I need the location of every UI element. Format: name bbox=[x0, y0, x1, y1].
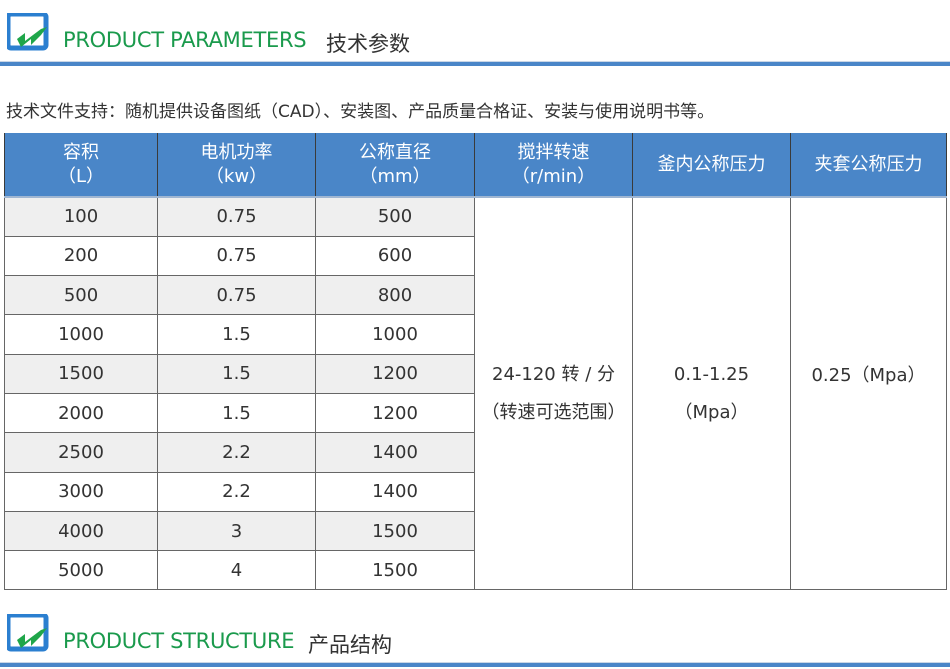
section-title-en: PRODUCT STRUCTURE bbox=[63, 629, 295, 653]
table-cell: 0.75 bbox=[157, 196, 316, 237]
section-header-structure: PRODUCT STRUCTURE 产品结构 bbox=[0, 601, 950, 667]
table-cell: 4000 bbox=[4, 510, 158, 552]
table-row: 200 0.75 600 bbox=[4, 235, 947, 277]
speed-cell: 24-120 转 / 分 （转速可选范围） bbox=[474, 196, 633, 591]
inner-pressure-value: 0.1-1.25 bbox=[673, 363, 750, 385]
section-header-parameters: PRODUCT PARAMETERS 技术参数 bbox=[0, 0, 950, 66]
table-cell: 1.5 bbox=[157, 314, 316, 355]
table-cell: 800 bbox=[315, 275, 475, 316]
table-row: 4000 3 1500 bbox=[4, 510, 947, 552]
table-cell: 2.2 bbox=[157, 432, 316, 473]
header-unit: （kw） bbox=[205, 165, 268, 187]
header-label: 夹套公称压力 bbox=[814, 153, 923, 175]
column-header: 容积 （L） bbox=[4, 133, 158, 198]
divider bbox=[0, 61, 950, 66]
table-cell: 1400 bbox=[315, 471, 475, 512]
table-row: 500 0.75 800 bbox=[4, 275, 947, 316]
table-cell: 3000 bbox=[4, 471, 158, 512]
column-header: 釜内公称压力 bbox=[632, 133, 791, 198]
table-cell: 3 bbox=[157, 510, 316, 552]
column-header: 搅拌转速 （r/min） bbox=[474, 133, 633, 198]
table-cell: 1500 bbox=[4, 353, 158, 394]
table-cell: 2000 bbox=[4, 392, 158, 434]
table-cell: 5000 bbox=[4, 550, 158, 591]
table-cell: 500 bbox=[315, 196, 475, 237]
table-cell: 2.2 bbox=[157, 471, 316, 512]
table-cell: 200 bbox=[4, 235, 158, 277]
header-label: 公称直径 bbox=[359, 141, 431, 163]
table-cell: 1000 bbox=[315, 314, 475, 355]
table-cell: 1500 bbox=[315, 510, 475, 552]
table-row: 1000 1.5 1000 bbox=[4, 314, 947, 355]
table-row: 1500 1.5 1200 bbox=[4, 353, 947, 394]
inner-pressure-cell: 0.1-1.25 （Mpa） bbox=[632, 196, 791, 591]
table-cell: 1000 bbox=[4, 314, 158, 355]
jacket-pressure-cell: 0.25（Mpa） bbox=[790, 196, 947, 591]
table-row: 2000 1.5 1200 bbox=[4, 392, 947, 434]
table-cell: 500 bbox=[4, 275, 158, 316]
section-title-cn: 技术参数 bbox=[326, 32, 410, 56]
table-cell: 2500 bbox=[4, 432, 158, 473]
column-header: 电机功率 （kw） bbox=[157, 133, 316, 198]
speed-value: 24-120 转 / 分 bbox=[492, 363, 615, 385]
section-title-en: PRODUCT PARAMETERS bbox=[63, 28, 307, 52]
logo-icon bbox=[7, 13, 49, 51]
logo-icon bbox=[7, 614, 49, 652]
header-label: 搅拌转速 bbox=[517, 141, 590, 163]
table-cell: 0.75 bbox=[157, 275, 316, 316]
table-row: 5000 4 1500 bbox=[4, 550, 947, 591]
header-unit: （mm） bbox=[359, 165, 431, 187]
table-cell: 1500 bbox=[315, 550, 475, 591]
table-cell: 4 bbox=[157, 550, 316, 591]
header-label: 釜内公称压力 bbox=[657, 153, 766, 175]
table-row: 3000 2.2 1400 bbox=[4, 471, 947, 512]
tech-doc-note: 技术文件支持：随机提供设备图纸（CAD）、安装图、产品质量合格证、安装与使用说明… bbox=[6, 102, 715, 122]
header-unit: （r/min） bbox=[511, 165, 596, 187]
inner-pressure-unit: （Mpa） bbox=[674, 401, 749, 423]
table-cell: 600 bbox=[315, 235, 475, 277]
section-title-cn: 产品结构 bbox=[308, 633, 392, 657]
table-cell: 1.5 bbox=[157, 353, 316, 394]
table-row: 100 0.75 500 24-120 转 / 分（转速可选范围） 0.1-1.25 （M… bbox=[4, 196, 947, 591]
table-cell: 1.5 bbox=[157, 392, 316, 434]
column-header: 夹套公称压力 bbox=[790, 133, 947, 198]
jacket-pressure-value: 0.25（Mpa） bbox=[811, 364, 926, 386]
parameters-table: 容积 （L） 电机功率 （kw） 公称直径 （mm） 搅拌转速 （r/min） 釜内公称压力 夹套… bbox=[4, 133, 947, 591]
column-header: 公称直径 （mm） bbox=[315, 133, 475, 198]
speed-note: （转速可选范围） bbox=[481, 401, 626, 423]
header-label: 容积 bbox=[63, 141, 99, 163]
table-cell: 1200 bbox=[315, 353, 475, 394]
divider bbox=[0, 662, 950, 667]
table-cell: 100 bbox=[4, 196, 158, 237]
table-cell: 1400 bbox=[315, 432, 475, 473]
table-row: 2500 2.2 1400 bbox=[4, 432, 947, 473]
header-label: 电机功率 bbox=[200, 141, 273, 163]
table-cell: 1200 bbox=[315, 392, 475, 434]
header-unit: （L） bbox=[57, 165, 105, 187]
table-cell: 0.75 bbox=[157, 235, 316, 277]
